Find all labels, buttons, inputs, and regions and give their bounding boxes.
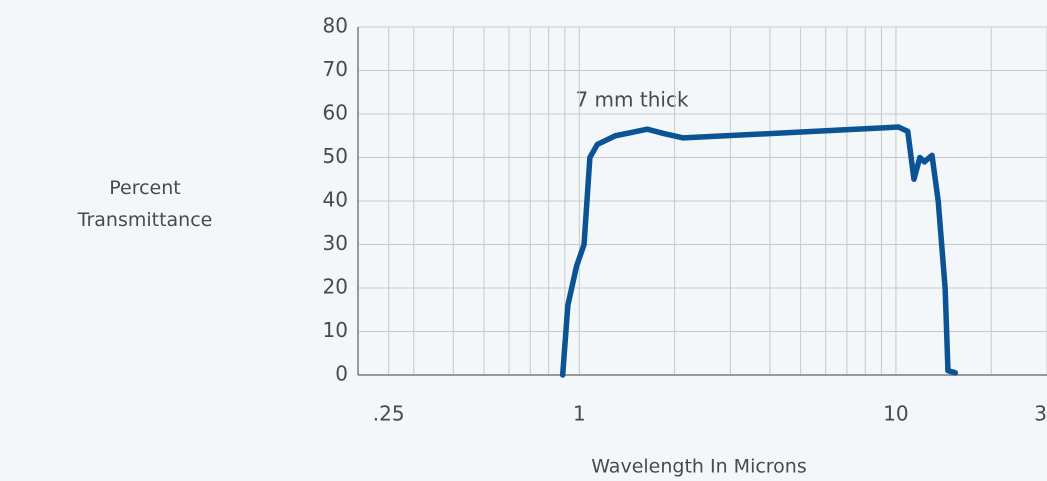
x-tick-label: 30 [1034,402,1047,426]
y-tick-label: 40 [323,188,348,212]
y-tick-label: 60 [323,101,348,125]
y-tick-label: 70 [323,57,348,81]
x-axis-label: Wavelength In Microns [591,456,807,478]
x-tick-label: 1 [573,402,586,426]
y-tick-label: 50 [323,144,348,168]
y-tick-label: 30 [323,231,348,255]
y-tick-label: 0 [335,362,348,386]
x-tick-label: 10 [883,402,908,426]
annotation: 7 mm thick [575,88,688,112]
y-tick-label: 80 [323,14,348,38]
data-line [559,124,959,378]
x-tick-label: .25 [373,402,405,426]
y-tick-label: 10 [323,318,348,342]
y-tick-label: 20 [323,275,348,299]
y-axis-label: Percent Transmittance [77,177,213,231]
